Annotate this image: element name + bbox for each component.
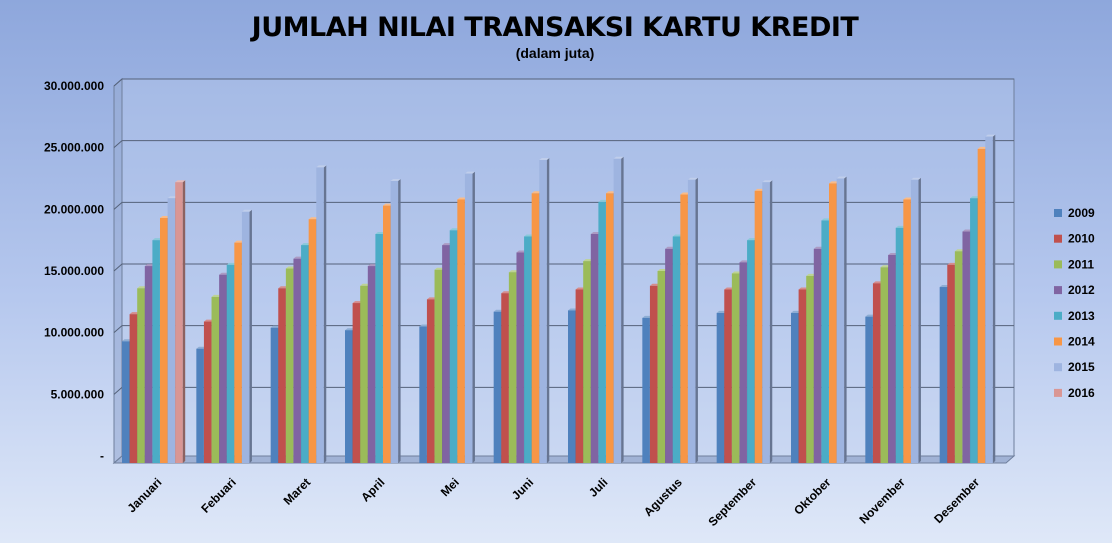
legend-item: 2010: [1054, 232, 1095, 246]
y-tick-label: 15.000.000: [44, 264, 104, 278]
legend-item: 2012: [1054, 283, 1095, 297]
x-tick-label: September: [705, 475, 759, 529]
bar: [836, 176, 847, 463]
x-tick-label: Oktober: [791, 475, 834, 518]
x-tick-label: April: [358, 475, 387, 504]
x-tick-label: Desember: [931, 475, 982, 526]
y-tick-label: 10.000.000: [44, 326, 104, 340]
x-tick-label: Agustus: [641, 475, 685, 519]
legend-swatch: [1054, 311, 1062, 320]
legend-swatch: [1054, 234, 1062, 243]
gridline: [113, 263, 1014, 272]
bar: [687, 177, 698, 463]
y-tick-label: 5.000.000: [51, 387, 105, 401]
bar: [316, 165, 327, 463]
bar: [910, 177, 921, 463]
legend-swatch: [1054, 363, 1062, 372]
bars: [122, 134, 996, 464]
legend-label: 2012: [1068, 283, 1095, 297]
y-tick-label: -: [100, 449, 104, 463]
chart-title: JUMLAH NILAI TRANSAKSI KARTU KREDIT: [250, 12, 860, 43]
legend: 2009 2010 2011 2012 2013 2014 2015 2016: [1054, 206, 1095, 400]
legend-label: 2010: [1068, 232, 1095, 246]
legend-item: 2015: [1054, 360, 1095, 374]
bar: [985, 134, 996, 464]
legend-swatch: [1054, 337, 1062, 346]
bar: [175, 180, 186, 463]
legend-label: 2016: [1068, 386, 1095, 400]
legend-swatch: [1054, 260, 1062, 269]
legend-label: 2011: [1068, 257, 1094, 271]
legend-item: 2014: [1054, 335, 1095, 349]
legend-label: 2015: [1068, 360, 1095, 374]
legend-label: 2013: [1068, 309, 1095, 323]
chart-subtitle: (dalam juta): [516, 45, 595, 61]
legend-label: 2014: [1068, 335, 1095, 349]
bar: [613, 156, 624, 463]
bar: [464, 171, 475, 464]
bar: [539, 158, 550, 463]
bar: [390, 178, 401, 463]
legend-item: 2011: [1054, 257, 1094, 271]
y-tick-label: 30.000.000: [44, 79, 104, 93]
y-axis-ticks: - 5.000.000 10.000.000 15.000.000 20.000.000…: [44, 79, 104, 463]
x-axis-labels: Januari Febuari Maret April Mei Juni Juli Agust…: [124, 475, 982, 529]
gridline: [113, 78, 1014, 87]
bar: [241, 209, 252, 463]
y-tick-label: 20.000.000: [44, 202, 104, 216]
x-tick-label: November: [856, 475, 908, 527]
legend-item: 2013: [1054, 309, 1095, 323]
x-tick-label: Juni: [509, 475, 536, 502]
legend-item: 2016: [1054, 386, 1095, 400]
gridline: [113, 140, 1014, 149]
x-tick-label: Febuari: [198, 475, 239, 516]
legend-swatch: [1054, 286, 1062, 295]
x-tick-label: Maret: [281, 475, 314, 508]
legend-item: 2009: [1054, 206, 1095, 220]
gridline: [113, 201, 1014, 210]
bar: [762, 180, 773, 463]
legend-swatch: [1054, 388, 1062, 397]
x-tick-label: Mei: [438, 475, 462, 499]
x-tick-label: Juli: [586, 475, 611, 500]
legend-swatch: [1054, 209, 1062, 217]
y-tick-label: 25.000.000: [44, 141, 104, 155]
x-tick-label: Januari: [124, 475, 164, 515]
legend-label: 2009: [1068, 206, 1095, 220]
